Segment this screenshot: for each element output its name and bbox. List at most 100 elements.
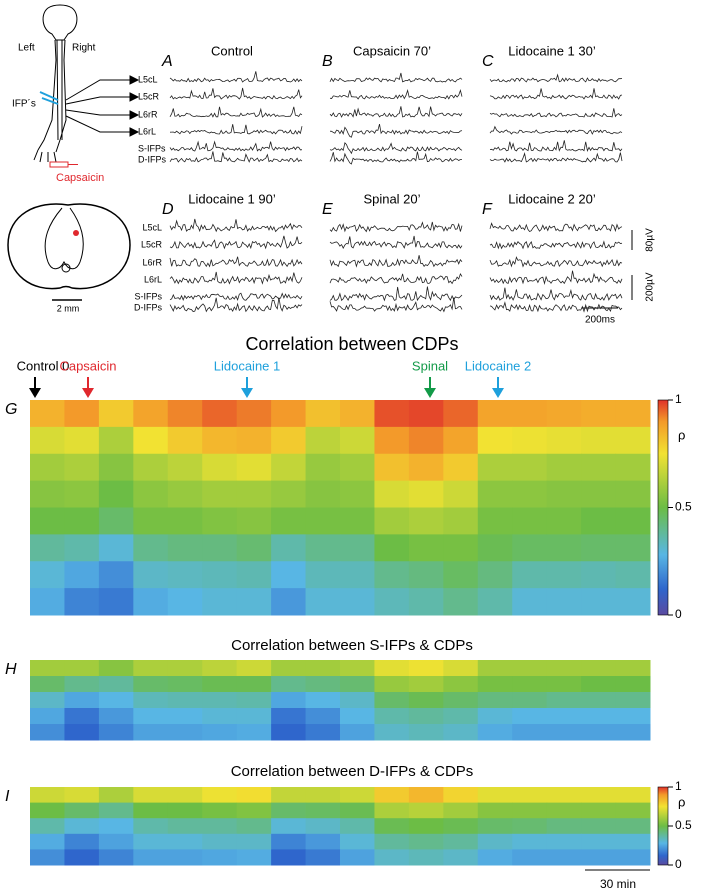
heatmap-cell [615, 676, 651, 693]
heatmap-cell [581, 534, 617, 562]
trace [169, 140, 303, 152]
heatmap-cell [408, 507, 444, 535]
heatmap-cell [305, 534, 341, 562]
heatmap-cell [271, 724, 307, 741]
heatmap-cell [202, 787, 238, 804]
heatmap-cell [98, 818, 134, 835]
heatmap-cell [305, 818, 341, 835]
trace [169, 271, 303, 285]
heatmap-cell [167, 507, 203, 535]
heatmap-cell [615, 833, 651, 850]
heatmap-cell [512, 724, 548, 741]
heatmap-cell [581, 787, 617, 804]
panel-letter: I [5, 788, 10, 805]
heatmap-cell [133, 400, 169, 428]
heatmap-cell [271, 561, 307, 589]
heatmap-cell [271, 802, 307, 819]
heatmap-cell [133, 724, 169, 741]
heatmap-cell [340, 507, 375, 535]
heatmap-cell [443, 676, 479, 693]
heatmap-cell [374, 588, 410, 616]
heatmap-cell [202, 588, 238, 616]
panel-title: Lidocaine 2 20’ [508, 191, 596, 206]
heatmap-cell [581, 708, 617, 725]
panel-letter: D [162, 201, 174, 218]
heatmap-cell [202, 849, 238, 866]
heatmap-cell [408, 676, 444, 693]
heatmap-cell [202, 534, 238, 562]
heatmap-cell [167, 833, 203, 850]
heatmap-cell [133, 561, 169, 589]
heatmap-cell [615, 849, 651, 866]
heatmap-cell [546, 833, 582, 850]
heatmap-cell [236, 534, 272, 562]
channel-label: D-IFPs [134, 302, 162, 312]
heatmap-cell [30, 787, 65, 804]
heatmap-cell [340, 692, 375, 709]
heatmap-title: Correlation between S-IFPs & CDPs [231, 637, 473, 654]
heatmap-cell [202, 724, 238, 741]
heatmap-cell [581, 724, 617, 741]
heatmap-cell [98, 787, 134, 804]
heatmap-cell [236, 480, 272, 508]
heatmap-cell [64, 692, 100, 709]
trace [329, 235, 463, 249]
heatmap-cell [408, 453, 444, 482]
heatmap-cell [167, 660, 203, 677]
heatmap-cell [133, 802, 169, 819]
heatmap-cell [271, 453, 307, 482]
heatmap-cell [546, 708, 582, 725]
heatmap-cell [546, 692, 582, 709]
heatmap-cell [477, 453, 513, 482]
heatmap-cell [30, 833, 65, 850]
trace [329, 72, 463, 83]
heatmap-cell [305, 588, 341, 616]
heatmap-cell [581, 833, 617, 850]
trace [329, 151, 463, 165]
heatmap-cell [408, 588, 444, 616]
heatmap-cell [340, 802, 375, 819]
panel-letter: B [322, 53, 333, 70]
heatmap-cell [167, 480, 203, 508]
trace [489, 222, 623, 233]
heatmap-cell [615, 818, 651, 835]
heatmap-cell [133, 692, 169, 709]
heatmap-cell [305, 507, 341, 535]
trace [489, 270, 623, 285]
heatmap-cell [30, 692, 65, 709]
heatmap-cell [305, 426, 341, 455]
heatmap-cell [512, 660, 548, 677]
heatmap-cell [98, 849, 134, 866]
colorbar-tick-label: 0 [675, 857, 682, 871]
heatmap-cell [30, 400, 65, 428]
heatmap-cell [64, 849, 100, 866]
heatmap-cell [167, 453, 203, 482]
heatmap-cell [408, 724, 444, 741]
heatmap-cell [512, 692, 548, 709]
heatmap-cell [512, 818, 548, 835]
heatmap-cell [202, 708, 238, 725]
heatmap-cell [546, 676, 582, 693]
heatmap-cell [133, 818, 169, 835]
trace [169, 124, 303, 135]
heatmap-cell [477, 724, 513, 741]
heatmap-cell [546, 787, 582, 804]
heatmap-cell [477, 507, 513, 535]
heatmap-cell [340, 400, 375, 428]
channel-label: L5cL [138, 74, 158, 84]
heatmap-cell [98, 480, 134, 508]
heatmap-cell [615, 480, 651, 508]
trace [489, 287, 623, 301]
side-label: Right [72, 43, 96, 54]
heatmap-cell [477, 480, 513, 508]
channel-label: L6rL [138, 126, 156, 136]
trace [489, 140, 623, 152]
trace [329, 124, 463, 138]
event-arrowhead [424, 388, 436, 398]
panel-letter: H [5, 661, 17, 678]
heatmap-cell [374, 534, 410, 562]
heatmap-cell [374, 833, 410, 850]
heatmap-cell [443, 426, 479, 455]
heatmap-cell [546, 507, 582, 535]
heatmap-cell [305, 480, 341, 508]
